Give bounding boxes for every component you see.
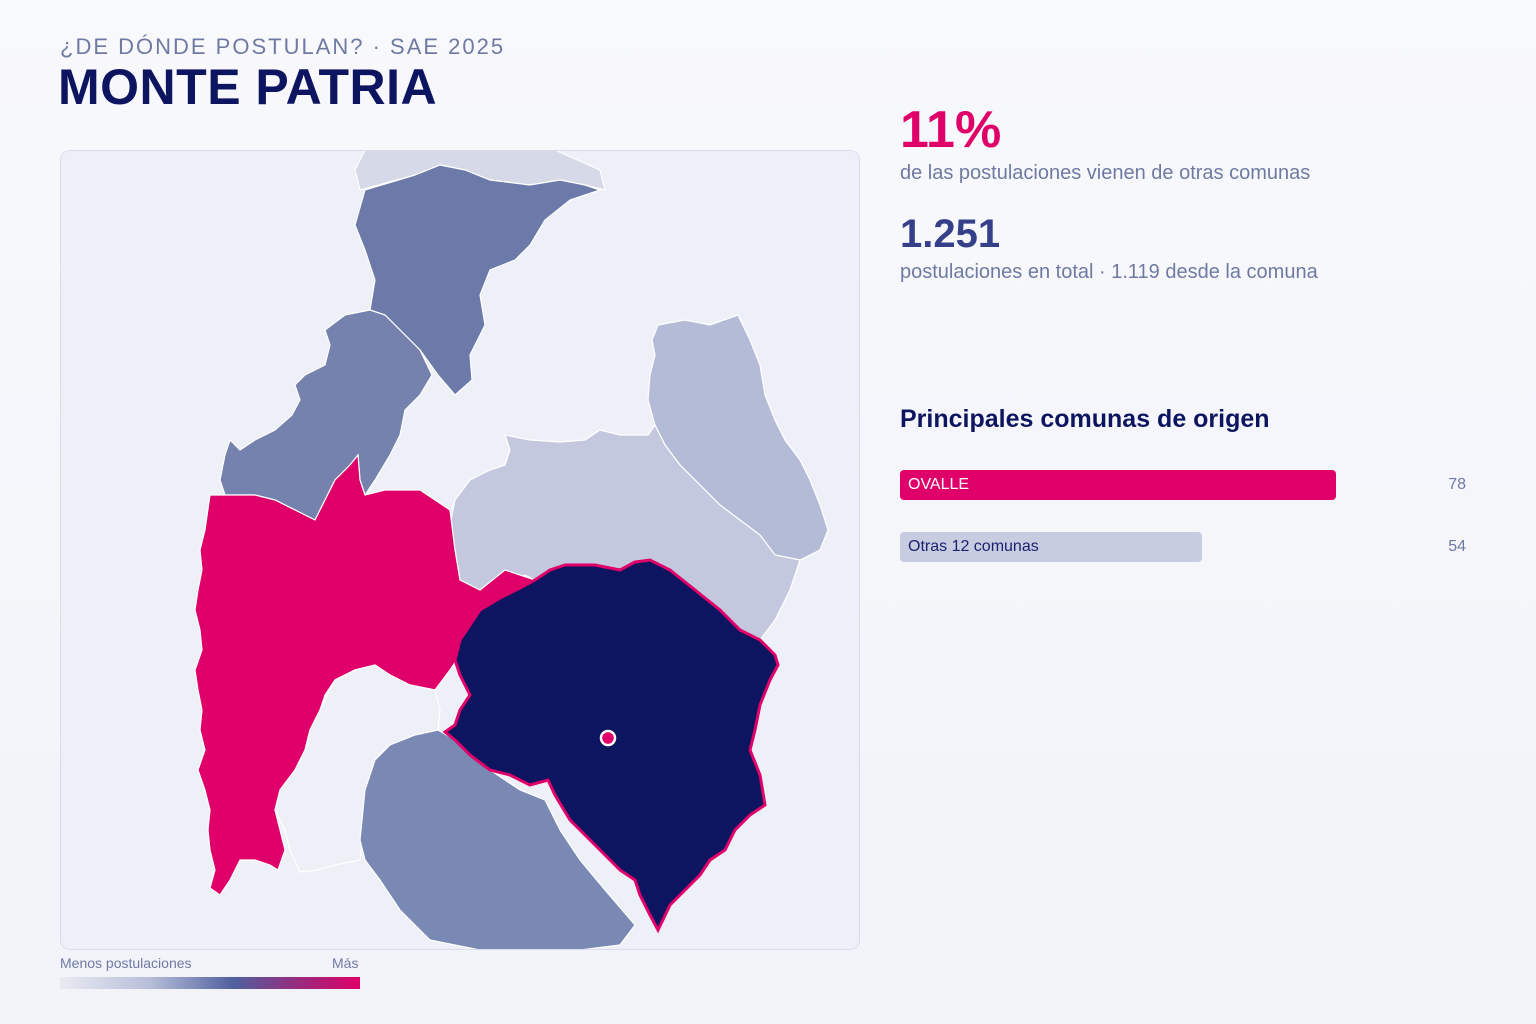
total-applications-value: 1.251 [900, 212, 1001, 256]
ranking-title: Principales comunas de origen [900, 405, 1270, 433]
region-top-origin[interactable] [193, 452, 536, 896]
legend-gradient-bar [60, 977, 360, 989]
external-percent-caption: de las postulaciones vienen de otras com… [900, 162, 1311, 184]
ranking-bar-value: 54 [1448, 538, 1466, 555]
region-east-light[interactable] [646, 313, 829, 561]
ranking-bar: Otras 12 comunas [900, 532, 1202, 562]
region-south-medium[interactable] [358, 728, 636, 950]
commune-center-marker[interactable] [599, 729, 616, 746]
ranking-bar: OVALLE [900, 470, 1336, 500]
page-title: MONTE PATRIA [58, 59, 438, 115]
ranking-bar-label: Otras 12 comunas [908, 538, 1039, 555]
legend-min-label: Menos postulaciones [60, 955, 192, 971]
external-percent-value: 11% [900, 101, 1002, 159]
page-kicker: ¿DE DÓNDE POSTULAN? · SAE 2025 [60, 34, 506, 59]
ranking-bar-label: OVALLE [908, 476, 970, 493]
map-svg [61, 151, 859, 950]
ranking-row[interactable]: Otras 12 comunas 54 [900, 532, 1466, 562]
ranking-bar-value: 78 [1448, 476, 1466, 493]
total-applications-caption: postulaciones en total · 1.119 desde la … [900, 261, 1318, 283]
choropleth-map [60, 150, 860, 950]
ranking-row[interactable]: OVALLE 78 [900, 470, 1466, 500]
legend-max-label: Más [332, 955, 359, 971]
